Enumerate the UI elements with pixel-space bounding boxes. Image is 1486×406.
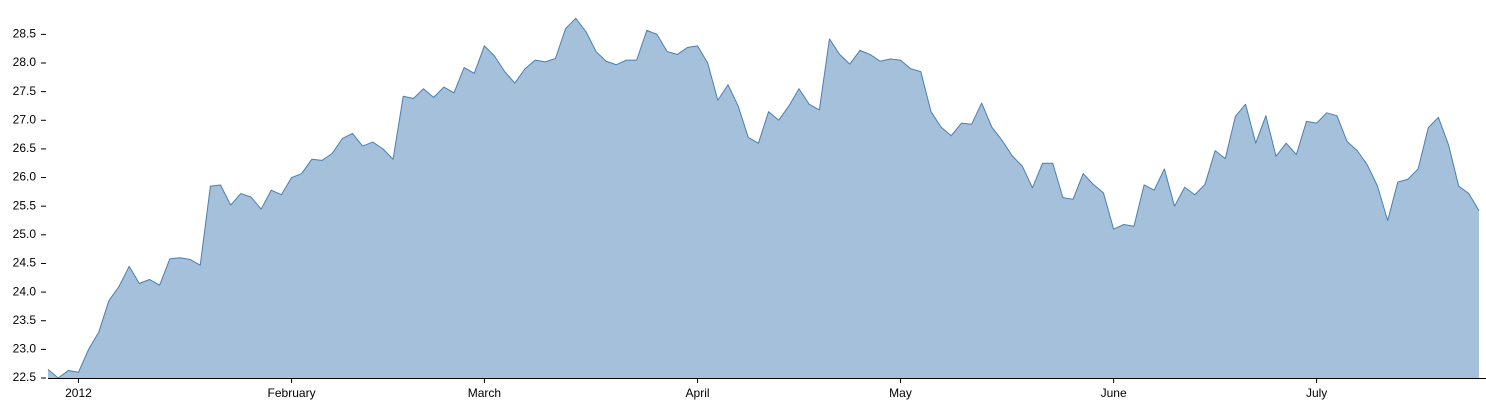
x-tick-label: June: [1101, 386, 1127, 400]
x-tick-label: 2012: [65, 386, 92, 400]
y-tick-label: 24.5: [13, 256, 37, 270]
y-tick-label: 27.5: [13, 84, 37, 98]
y-tick-label: 25.0: [13, 227, 37, 241]
area: [48, 18, 1479, 379]
y-tick-label: 26.0: [13, 170, 37, 184]
y-tick-label: 28.0: [13, 55, 37, 69]
x-tick-label: February: [268, 386, 316, 400]
y-tick-label: 22.5: [13, 370, 37, 384]
y-tick-label: 24.0: [13, 284, 37, 298]
area-line: [47, 17, 1480, 379]
y-tick-label: 27.0: [13, 112, 37, 126]
x-tick-label: March: [468, 386, 501, 400]
x-tick-label: May: [889, 386, 912, 400]
y-tick-label: 23.0: [13, 342, 37, 356]
y-tick-label: 28.5: [13, 27, 37, 41]
y-tick-label: 23.5: [13, 313, 37, 327]
x-tick-label: July: [1306, 386, 1327, 400]
y-tick-label: 25.5: [13, 198, 37, 212]
x-tick-label: April: [686, 386, 710, 400]
y-tick-label: 26.5: [13, 141, 37, 155]
